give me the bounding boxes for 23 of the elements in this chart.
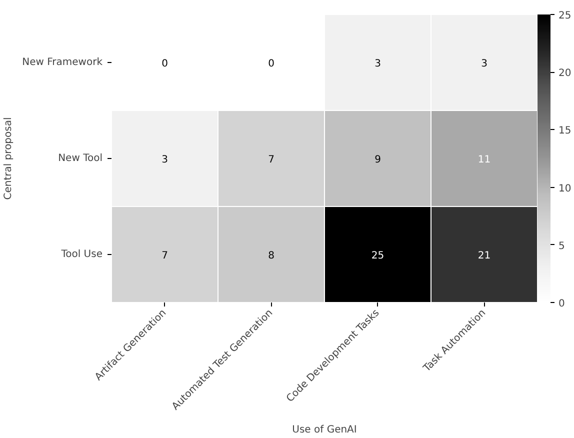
color-bar-label: 5 (558, 240, 565, 252)
data-label: 9 (374, 154, 381, 166)
data-label: 3 (162, 154, 168, 166)
x-axis-title: Use of GenAI (292, 424, 357, 436)
data-label: 7 (162, 250, 168, 262)
data-label: 8 (268, 250, 274, 262)
color-bar-label: 10 (558, 183, 572, 194)
data-label: 0 (268, 58, 274, 70)
data-label: 11 (478, 154, 491, 166)
color-bar-label: 20 (558, 68, 572, 80)
color-bar-label: 25 (558, 10, 572, 22)
color-bar-label: 15 (558, 126, 572, 137)
data-label: 25 (371, 250, 384, 262)
y-tick-label: New Tool (58, 153, 103, 164)
data-label: 3 (374, 58, 381, 70)
data-label: 3 (481, 58, 488, 70)
y-tick-label: Tool Use (60, 249, 103, 260)
color-bar-label: 0 (558, 298, 565, 310)
y-tick-label: New Framework (22, 57, 103, 68)
y-axis-title: Central proposal (3, 117, 14, 200)
data-label: 21 (478, 250, 491, 262)
data-label: 7 (268, 154, 274, 166)
data-label: 0 (162, 58, 168, 70)
